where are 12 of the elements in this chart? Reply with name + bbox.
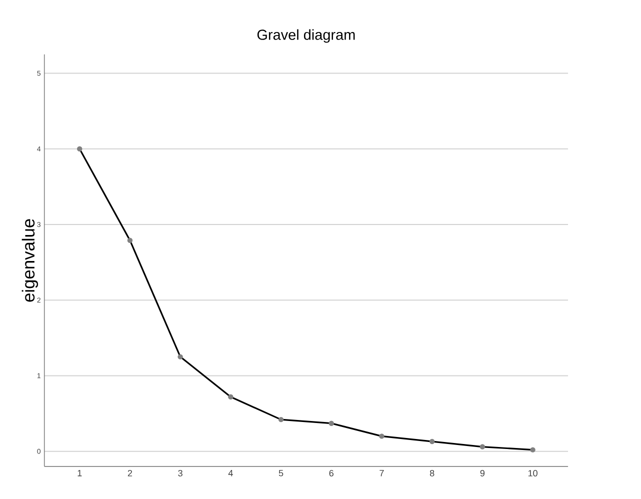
x-tick-label: 10 (528, 470, 538, 476)
x-tick-label: 3 (178, 470, 182, 476)
x-tick-label: 5 (278, 470, 284, 476)
x-tick-label: 8 (430, 470, 434, 476)
x-tick-label: 4 (228, 470, 233, 476)
x-tick-label: 6 (329, 470, 334, 476)
x-tick-label: 1 (78, 470, 82, 476)
chart-title: Gravel diagram (257, 29, 355, 43)
x-tick-label: 9 (480, 470, 485, 476)
y-axis-title: eigenvalue (22, 218, 38, 302)
x-tick-label: 7 (380, 470, 384, 476)
x-tick-label: 2 (128, 470, 132, 476)
